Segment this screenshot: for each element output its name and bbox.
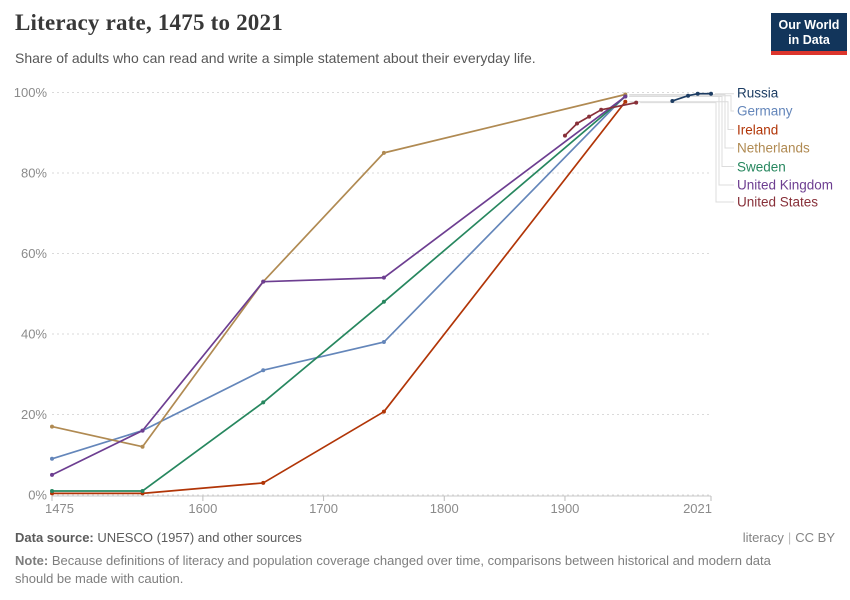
x-axis-label: 2021 <box>683 501 712 516</box>
data-point-united-states <box>634 100 639 105</box>
y-axis-label: 100% <box>14 85 48 100</box>
data-point-ireland <box>623 99 628 104</box>
y-axis-label: 60% <box>21 246 47 261</box>
series-line-united-kingdom[interactable] <box>51 95 627 476</box>
y-axis-label: 0% <box>28 488 47 503</box>
data-point-germany <box>381 340 386 345</box>
data-point-united-states <box>587 114 592 119</box>
data-point-netherlands <box>50 424 54 429</box>
legend-label-germany[interactable]: Germany <box>737 103 793 119</box>
license-separator: | <box>787 530 792 545</box>
data-point-united-kingdom <box>50 472 54 477</box>
series-line-netherlands[interactable] <box>51 93 627 448</box>
data-point-united-states <box>575 121 580 126</box>
data-point-united-states <box>562 133 567 138</box>
license-row: literacy | CC BY <box>743 530 835 545</box>
y-axis-label: 40% <box>21 327 47 342</box>
data-point-united-kingdom <box>623 94 628 99</box>
source-row: Data source: UNESCO (1957) and other sou… <box>15 530 835 545</box>
note-text: Because definitions of literacy and popu… <box>15 553 771 587</box>
data-point-russia <box>709 91 713 96</box>
legend-label-ireland[interactable]: Ireland <box>737 122 779 137</box>
data-point-united-states <box>599 107 604 112</box>
series-line-germany[interactable] <box>51 94 627 460</box>
data-point-sweden <box>50 488 54 493</box>
legend-label-united-kingdom[interactable]: United Kingdom <box>737 177 834 193</box>
data-point-netherlands <box>381 150 386 155</box>
note-label: Note: <box>15 553 49 568</box>
owid-logo[interactable]: Our World in Data <box>771 13 847 55</box>
data-point-sweden <box>140 488 145 493</box>
license-badge-link[interactable]: CC BY <box>795 530 835 545</box>
x-axis-label: 1900 <box>550 501 579 516</box>
legend-label-netherlands[interactable]: Netherlands <box>737 140 810 156</box>
data-point-united-kingdom <box>140 428 145 433</box>
data-point-united-kingdom <box>381 275 386 280</box>
legend-label-united-states[interactable]: United States <box>737 194 819 210</box>
owid-logo-line2: in Data <box>788 33 830 47</box>
data-point-sweden <box>381 299 386 304</box>
data-point-germany <box>50 456 54 461</box>
data-point-ireland <box>381 409 386 414</box>
legend-label-sweden[interactable]: Sweden <box>737 159 786 174</box>
legend-leader-line <box>629 94 734 149</box>
legend-leader-line <box>629 95 734 112</box>
source-label: Data source: <box>15 530 94 545</box>
y-axis-label: 80% <box>21 166 47 181</box>
chart-subtitle: Share of adults who can read and write a… <box>15 50 536 66</box>
legend-leader-line <box>629 96 734 186</box>
data-point-netherlands <box>140 444 145 449</box>
x-axis-label: 1600 <box>188 501 217 516</box>
data-point-ireland <box>261 480 266 485</box>
chart-footer: Data source: UNESCO (1957) and other sou… <box>15 530 835 588</box>
source-text[interactable]: UNESCO (1957) and other sources <box>93 530 302 545</box>
series-line-united-states[interactable] <box>564 101 638 137</box>
data-point-sweden <box>261 400 266 405</box>
x-axis-label: 1800 <box>430 501 459 516</box>
y-axis-label: 20% <box>21 407 47 422</box>
data-point-russia <box>686 93 691 98</box>
data-point-germany <box>261 368 266 373</box>
legend-leader-line <box>629 101 734 130</box>
legend-leader-line <box>629 96 734 167</box>
data-point-russia <box>670 98 675 103</box>
page-title: Literacy rate, 1475 to 2021 <box>15 10 283 35</box>
x-axis-label: 1700 <box>309 501 338 516</box>
legend-label-russia[interactable]: Russia <box>737 85 779 101</box>
data-point-united-kingdom <box>261 279 266 284</box>
data-point-russia <box>695 91 700 96</box>
chart-note: Note: Because definitions of literacy an… <box>15 552 807 588</box>
series-line-russia[interactable] <box>671 92 712 102</box>
owid-logo-line1: Our World <box>778 18 840 32</box>
x-axis-label: 1475 <box>45 501 74 516</box>
license-name-link[interactable]: literacy <box>742 530 784 545</box>
legend-leader-line <box>640 102 734 203</box>
